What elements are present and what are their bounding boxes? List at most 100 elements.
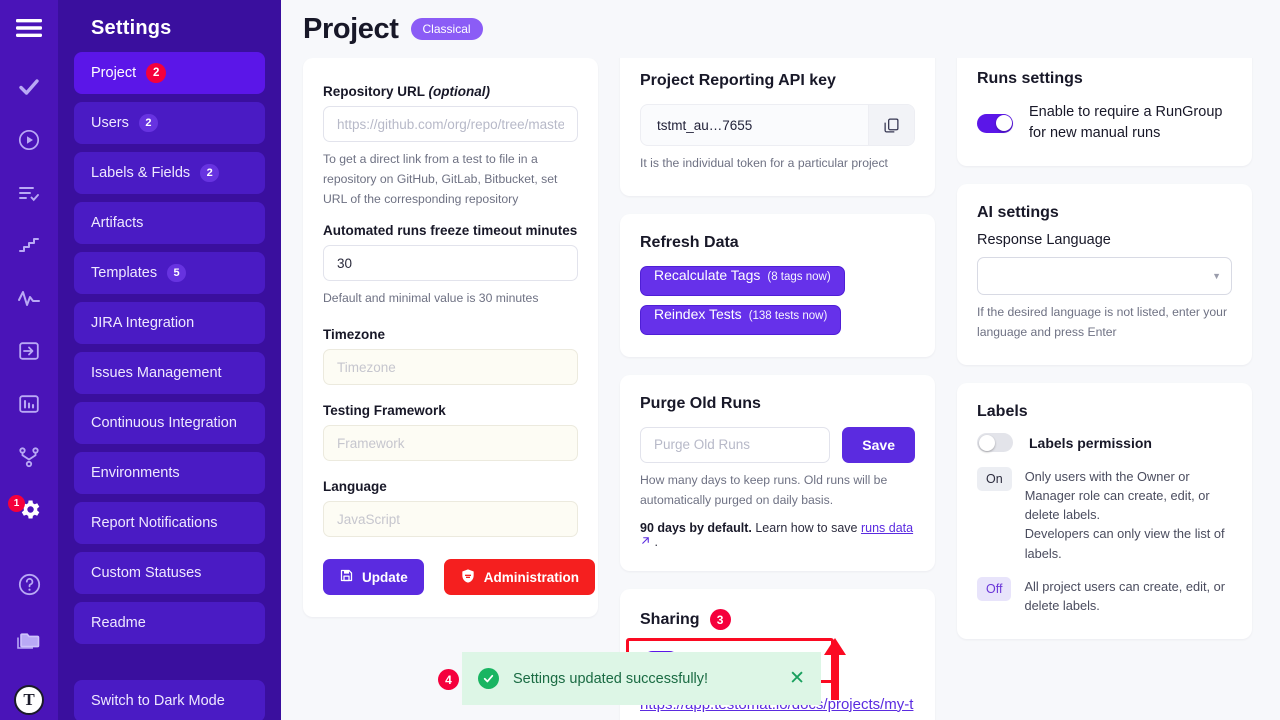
sidebar-item-templates[interactable]: Templates 5: [74, 252, 265, 294]
labels-legend-off-text: All project users can create, edit, or d…: [1024, 578, 1226, 613]
reindex-tests-button[interactable]: Reindex Tests (138 tests now): [640, 304, 842, 335]
sharing-step-badge: 3: [709, 609, 731, 631]
labels-card: Labels Labels permission On Only users w…: [957, 382, 1252, 640]
response-language-hint: If the desired language is not listed, e…: [977, 305, 1227, 339]
recalculate-tags-count: (8 tags now): [767, 270, 831, 283]
import-arrow-icon[interactable]: [0, 331, 58, 372]
sidebar-item-label: Readme: [91, 615, 146, 631]
runs-data-link[interactable]: runs data: [860, 521, 914, 536]
rungroup-required-toggle[interactable]: [977, 113, 1013, 133]
sidebar-item-environments[interactable]: Environments: [74, 452, 265, 494]
api-key-field[interactable]: tstmt_au…7655: [640, 104, 915, 146]
toast-step-badge: 4: [438, 669, 459, 690]
update-button[interactable]: Update: [323, 559, 424, 596]
freeze-timeout-input[interactable]: [323, 245, 578, 282]
response-language-label: Response Language: [977, 232, 1111, 249]
purge-old-runs-title: Purge Old Runs: [640, 394, 761, 412]
sidebar-item-label: Issues Management: [91, 365, 222, 381]
administration-button[interactable]: Administration: [443, 559, 596, 596]
testing-framework-input[interactable]: [323, 425, 578, 462]
sidebar-item-report-notifications[interactable]: Report Notifications: [74, 502, 265, 544]
language-label: Language: [323, 479, 387, 495]
refresh-data-card: Refresh Data Recalculate Tags (8 tags no…: [620, 213, 935, 357]
help-circle-icon[interactable]: [0, 564, 58, 605]
sidebar-item-users[interactable]: Users 2: [74, 102, 265, 144]
labels-permission-label: Labels permission: [1029, 434, 1152, 451]
page-header: Project Classical: [281, 0, 1280, 58]
sidebar-item-project[interactable]: Project 2: [74, 52, 265, 94]
icon-rail: 1 T: [0, 0, 58, 720]
sidebar-item-label: Custom Statuses: [91, 565, 202, 581]
repository-url-input[interactable]: [323, 106, 578, 142]
purge-default-bold: 90 days by default.: [640, 521, 752, 536]
administration-button-label: Administration: [483, 569, 580, 585]
branch-icon[interactable]: [0, 436, 58, 477]
gear-icon[interactable]: 1: [0, 489, 58, 530]
copy-icon[interactable]: [868, 105, 914, 145]
middle-column: Project Reporting API key tstmt_au…7655 …: [620, 46, 935, 720]
testing-framework-label: Testing Framework: [323, 403, 446, 419]
sidebar-item-labels-fields[interactable]: Labels & Fields 2: [74, 152, 265, 194]
bar-chart-icon[interactable]: [0, 383, 58, 424]
steps-icon[interactable]: [0, 225, 58, 266]
sidebar-item-artifacts[interactable]: Artifacts: [74, 202, 265, 244]
sidebar-item-jira-integration[interactable]: JIRA Integration: [74, 302, 265, 344]
sidebar-item-switch-dark-mode[interactable]: Switch to Dark Mode: [74, 680, 265, 720]
toast-notification: Settings updated successfully! ✕: [462, 652, 821, 705]
shield-icon: [460, 568, 476, 587]
page-title: Project: [303, 12, 399, 45]
purge-old-runs-card: Purge Old Runs Save How many days to kee…: [620, 374, 935, 572]
timezone-input[interactable]: [323, 349, 578, 386]
purge-save-button[interactable]: Save: [842, 426, 915, 463]
form-actions: Update Administration: [323, 559, 596, 596]
success-check-icon: [478, 668, 499, 689]
api-key-card: Project Reporting API key tstmt_au…7655 …: [620, 46, 935, 196]
labels-legend-on-tag: On: [977, 466, 1012, 491]
rungroup-required-row[interactable]: Enable to require a RunGroup for new man…: [977, 102, 1232, 144]
app-logo[interactable]: T: [0, 679, 58, 720]
runs-settings-card: Runs settings Enable to require a RunGro…: [957, 46, 1252, 167]
language-input[interactable]: [323, 501, 578, 538]
sidebar-title: Settings: [91, 17, 172, 39]
external-link-icon: [640, 535, 654, 549]
recalculate-tags-button[interactable]: Recalculate Tags (8 tags now): [640, 265, 845, 296]
purge-hint: How many days to keep runs. Old runs wil…: [640, 472, 888, 507]
response-language-select[interactable]: ▼: [977, 257, 1232, 296]
sidebar-item-label: Users: [91, 115, 129, 131]
sidebar-item-issues-management[interactable]: Issues Management: [74, 352, 265, 394]
sharing-title-row: Sharing 3: [640, 609, 915, 631]
reindex-tests-label: Reindex Tests: [654, 305, 742, 322]
api-key-value: tstmt_au…7655: [657, 117, 753, 133]
sidebar-item-custom-statuses[interactable]: Custom Statuses: [74, 552, 265, 594]
sidebar-item-label: Report Notifications: [91, 515, 218, 531]
sharing-title: Sharing: [640, 610, 700, 628]
toast-message: Settings updated successfully!: [513, 670, 709, 687]
play-circle-icon[interactable]: [0, 120, 58, 161]
purge-old-runs-input[interactable]: [640, 426, 831, 463]
freeze-timeout-label: Automated runs freeze timeout minutes: [323, 223, 578, 239]
runs-settings-title: Runs settings: [977, 70, 1083, 87]
api-key-title: Project Reporting API key: [640, 72, 836, 89]
project-type-badge: Classical: [410, 18, 483, 40]
main-content: Project Classical Repository URL (option…: [281, 0, 1280, 720]
sidebar-item-badge: 2: [146, 63, 167, 83]
hamburger-menu-icon[interactable]: [0, 8, 58, 49]
sidebar-item-readme[interactable]: Readme: [74, 602, 265, 644]
activity-pulse-icon[interactable]: [0, 278, 58, 319]
check-icon[interactable]: [0, 67, 58, 108]
labels-permission-toggle[interactable]: [977, 433, 1013, 453]
close-icon[interactable]: ✕: [789, 668, 805, 689]
sidebar-item-label: JIRA Integration: [91, 315, 195, 331]
sidebar-divider-gap: [74, 652, 265, 680]
project-form-card: Repository URL (optional) To get a direc…: [303, 58, 598, 618]
app-logo-letter: T: [14, 684, 44, 715]
list-check-icon[interactable]: [0, 172, 58, 213]
repository-url-label-optional: (optional): [428, 84, 491, 99]
labels-legend-off: Off All project users can create, edit, …: [977, 576, 1232, 615]
sidebar-item-continuous-integration[interactable]: Continuous Integration: [74, 402, 265, 444]
folder-icon[interactable]: [0, 620, 58, 661]
purge-input-row: Save: [640, 426, 915, 463]
labels-permission-row[interactable]: Labels permission: [977, 433, 1232, 453]
labels-legend-on-text: Only users with the Owner or Manager rol…: [1024, 468, 1225, 561]
ai-settings-title: AI settings: [977, 204, 1059, 222]
